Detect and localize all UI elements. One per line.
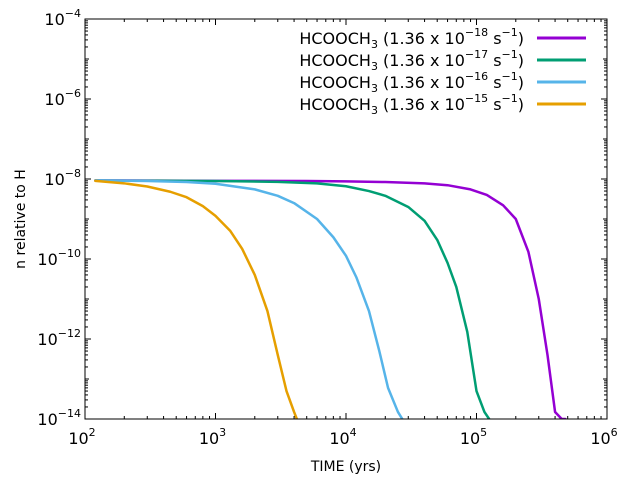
x-tick-exponent: 5 bbox=[480, 426, 487, 439]
y-tick-exponent: −14 bbox=[58, 407, 81, 420]
series-layer bbox=[94, 179, 567, 419]
x-tick-label: 102 bbox=[68, 426, 95, 448]
legend-subscript: 3 bbox=[371, 38, 378, 51]
x-tick-base: 10 bbox=[460, 429, 480, 448]
series-line-2 bbox=[94, 179, 491, 419]
y-tick-base: 10 bbox=[37, 330, 57, 349]
legend-subscript: 3 bbox=[371, 82, 378, 95]
legend-rate: (1.36 x 10 bbox=[378, 51, 465, 70]
legend-species: HCOOCH bbox=[299, 51, 371, 70]
y-tick-exponent: −8 bbox=[65, 167, 81, 180]
legend-unit-exponent: −1 bbox=[502, 48, 518, 61]
legend-entry-1: HCOOCH3 (1.36 x 10−18 s−1) bbox=[299, 26, 586, 51]
y-tick-exponent: −10 bbox=[58, 247, 81, 260]
legend-rate-exponent: −18 bbox=[465, 26, 488, 39]
legend-subscript: 3 bbox=[371, 104, 378, 117]
legend-entry-4: HCOOCH3 (1.36 x 10−15 s−1) bbox=[299, 92, 586, 117]
legend-close: ) bbox=[518, 73, 524, 92]
legend-subscript: 3 bbox=[371, 60, 378, 73]
legend-rate-exponent: −15 bbox=[465, 92, 488, 105]
legend: HCOOCH3 (1.36 x 10−18 s−1)HCOOCH3 (1.36 … bbox=[299, 26, 586, 117]
y-tick-exponent: −12 bbox=[58, 327, 81, 340]
y-tick-base: 10 bbox=[37, 410, 57, 429]
legend-rate: (1.36 x 10 bbox=[378, 95, 465, 114]
legend-unit: s bbox=[488, 51, 501, 70]
x-tick-label: 104 bbox=[329, 426, 356, 448]
legend-rate-exponent: −17 bbox=[465, 48, 488, 61]
legend-unit-exponent: −1 bbox=[502, 26, 518, 39]
x-tick-base: 10 bbox=[329, 429, 349, 448]
y-tick-label: 10−14 bbox=[37, 407, 81, 429]
legend-entry-3: HCOOCH3 (1.36 x 10−16 s−1) bbox=[299, 70, 586, 95]
x-tick-exponent: 6 bbox=[611, 426, 618, 439]
x-tick-base: 10 bbox=[199, 429, 219, 448]
y-tick-label: 10−12 bbox=[37, 327, 81, 349]
legend-unit-exponent: −1 bbox=[502, 70, 518, 83]
x-tick-exponent: 4 bbox=[350, 426, 357, 439]
ticks-layer bbox=[84, 18, 608, 420]
x-tick-exponent: 2 bbox=[89, 426, 96, 439]
x-tick-exponent: 3 bbox=[219, 426, 226, 439]
legend-close: ) bbox=[518, 95, 524, 114]
legend-unit: s bbox=[488, 73, 501, 92]
legend-rate-exponent: −16 bbox=[465, 70, 488, 83]
legend-entry-2: HCOOCH3 (1.36 x 10−17 s−1) bbox=[299, 48, 586, 73]
legend-species: HCOOCH bbox=[299, 29, 371, 48]
series-line-1 bbox=[94, 179, 567, 419]
series-line-4 bbox=[94, 179, 299, 419]
legend-rate: (1.36 x 10 bbox=[378, 73, 465, 92]
x-tick-base: 10 bbox=[68, 429, 88, 448]
series-line-3 bbox=[94, 179, 404, 419]
y-tick-base: 10 bbox=[44, 170, 64, 189]
legend-close: ) bbox=[518, 29, 524, 48]
legend-species: HCOOCH bbox=[299, 73, 371, 92]
legend-label: HCOOCH3 (1.36 x 10−16 s−1) bbox=[299, 70, 524, 95]
x-axis-title: TIME (yrs) bbox=[310, 459, 381, 475]
y-tick-label: 10−4 bbox=[44, 7, 81, 29]
legend-unit-exponent: −1 bbox=[502, 92, 518, 105]
legend-label: HCOOCH3 (1.36 x 10−17 s−1) bbox=[299, 48, 524, 73]
legend-close: ) bbox=[518, 51, 524, 70]
y-tick-label: 10−8 bbox=[44, 167, 81, 189]
tick-labels: 102 103 104 105 10610−410−610−810−1010−1210−… bbox=[37, 7, 617, 448]
x-tick-label: 105 bbox=[460, 426, 487, 448]
x-tick-base: 10 bbox=[590, 429, 610, 448]
y-tick-base: 10 bbox=[44, 90, 64, 109]
legend-unit: s bbox=[488, 29, 501, 48]
y-tick-base: 10 bbox=[44, 10, 64, 29]
x-tick-label: 103 bbox=[199, 426, 226, 448]
legend-rate: (1.36 x 10 bbox=[378, 29, 465, 48]
y-tick-label: 10−10 bbox=[37, 247, 81, 269]
y-tick-exponent: −4 bbox=[65, 7, 81, 20]
legend-label: HCOOCH3 (1.36 x 10−18 s−1) bbox=[299, 26, 524, 51]
x-tick-label: 106 bbox=[590, 426, 617, 448]
y-tick-base: 10 bbox=[37, 250, 57, 269]
y-tick-label: 10−6 bbox=[44, 87, 81, 109]
legend-label: HCOOCH3 (1.36 x 10−15 s−1) bbox=[299, 92, 524, 117]
y-axis-title: n relative to H bbox=[13, 169, 29, 269]
legend-unit: s bbox=[488, 95, 501, 114]
y-tick-exponent: −6 bbox=[65, 87, 81, 100]
legend-species: HCOOCH bbox=[299, 95, 371, 114]
